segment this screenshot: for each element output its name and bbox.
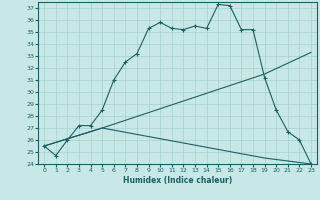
X-axis label: Humidex (Indice chaleur): Humidex (Indice chaleur) bbox=[123, 176, 232, 185]
